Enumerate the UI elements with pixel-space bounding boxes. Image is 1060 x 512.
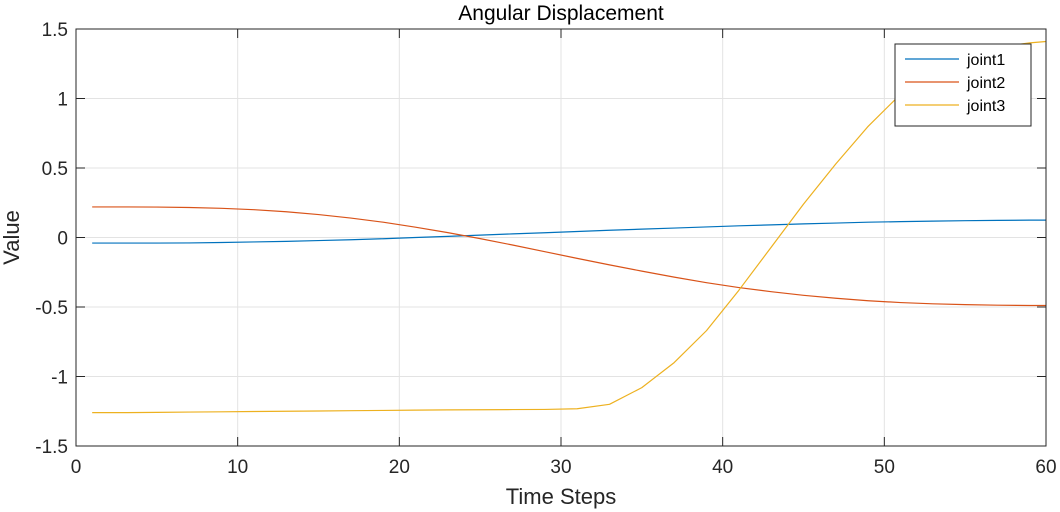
x-tick-label: 10	[227, 457, 248, 478]
legend-label-joint3: joint3	[966, 98, 1005, 115]
x-tick-label: 50	[874, 457, 895, 478]
series-line-joint2	[92, 206, 1046, 307]
chart-title: Angular Displacement	[458, 2, 664, 25]
y-tick-label: -0.5	[35, 298, 68, 319]
y-tick-label: 1.5	[42, 20, 68, 41]
x-axis-label: Time Steps	[506, 484, 616, 509]
y-tick-label: 0	[57, 229, 68, 250]
y-tick-label: 0.5	[42, 159, 68, 180]
x-tick-label: 20	[389, 457, 410, 478]
x-tick-label: 0	[71, 457, 82, 478]
x-tick-label: 60	[1035, 457, 1056, 478]
y-axis-label: Value	[0, 210, 24, 265]
x-tick-label: 40	[712, 457, 733, 478]
legend-label-joint2: joint2	[966, 75, 1005, 92]
series-line-joint1	[92, 219, 1046, 244]
y-tick-label: 1	[57, 90, 68, 111]
y-tick-label: -1.5	[35, 437, 68, 458]
y-tick-label: -1	[51, 368, 68, 389]
x-tick-label: 30	[550, 457, 571, 478]
legend-box	[894, 43, 1032, 127]
axis-ticks: 0 10 20 30 40 50 60 -1.5 -1 -0.5 0 0.5 1 1.5	[35, 20, 1056, 478]
legend-label-joint1: joint1	[966, 52, 1005, 69]
legend: joint1 joint2 joint3	[894, 43, 1032, 127]
